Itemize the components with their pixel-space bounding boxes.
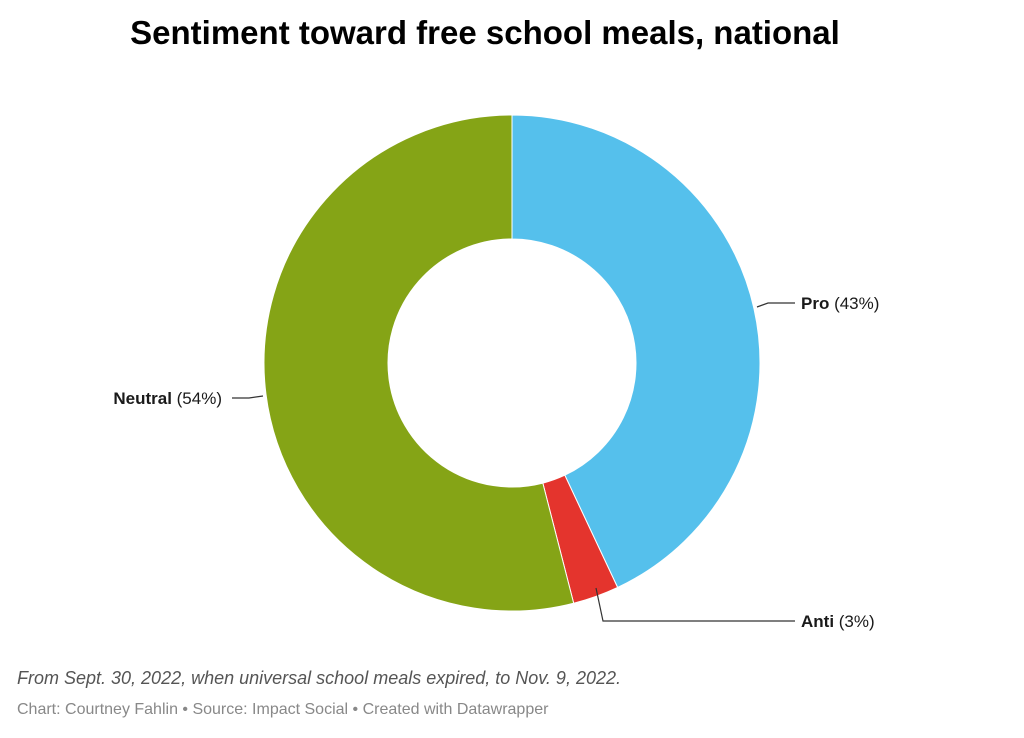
slice-pro (511, 114, 761, 589)
slices-group (263, 114, 761, 612)
chart-title: Sentiment toward free school meals, nati… (130, 14, 840, 51)
leader-line-neutral (232, 395, 264, 399)
labels-group: Pro (43%) Anti (3%) Neutral (54%) (113, 294, 879, 631)
slice-label-percent: (54%) (172, 389, 222, 408)
leader-line-anti (595, 587, 795, 622)
slice-label-name: Neutral (113, 389, 172, 408)
leader-line-pro (756, 302, 795, 308)
slice-label-neutral: Neutral (54%) (113, 389, 222, 408)
chart-credits: Chart: Courtney Fahlin • Source: Impact … (17, 701, 549, 718)
slice-label-pro: Pro (43%) (801, 294, 879, 313)
slice-label-name: Anti (801, 612, 834, 631)
slice-neutral (263, 114, 575, 612)
slice-label-anti: Anti (3%) (801, 612, 875, 631)
slice-label-name: Pro (801, 294, 829, 313)
slice-label-percent: (43%) (829, 294, 879, 313)
chart-notes: From Sept. 30, 2022, when universal scho… (17, 668, 621, 688)
slice-label-percent: (3%) (834, 612, 875, 631)
